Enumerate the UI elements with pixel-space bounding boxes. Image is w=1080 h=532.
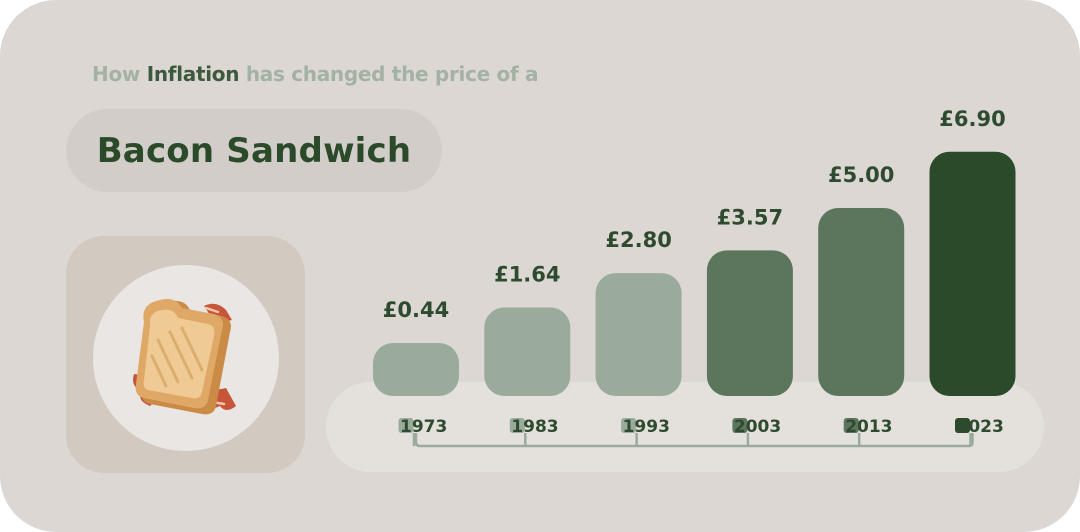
bar-1993 bbox=[595, 273, 682, 396]
year-marker-1973 bbox=[398, 418, 414, 433]
year-label-1993: 1993 bbox=[623, 417, 670, 437]
subtitle-emphasis: Inflation bbox=[146, 62, 240, 86]
bacon-sandwich-icon bbox=[93, 265, 279, 451]
subtitle-tail: has changed the price of a bbox=[239, 62, 539, 86]
value-label-1973: £0.44 bbox=[383, 298, 449, 322]
bar-2003 bbox=[706, 250, 793, 396]
food-tile bbox=[66, 236, 305, 473]
subtitle-lead: How bbox=[92, 62, 147, 86]
year-label-1983: 1983 bbox=[511, 417, 558, 437]
bar-2013 bbox=[818, 208, 905, 396]
year-label-2003: 2003 bbox=[734, 417, 781, 437]
bar-1983 bbox=[484, 307, 571, 396]
value-label-2013: £5.00 bbox=[828, 163, 894, 187]
year-marker-1993 bbox=[621, 418, 637, 433]
value-label-1993: £2.80 bbox=[605, 228, 671, 252]
year-label-2013: 2013 bbox=[845, 417, 892, 437]
title-pill: Bacon Sandwich bbox=[66, 109, 442, 192]
year-label-2023: 2023 bbox=[957, 417, 1004, 437]
bar-1973 bbox=[373, 342, 459, 396]
subtitle: How Inflation has changed the price of a bbox=[92, 62, 539, 86]
year-label-1973: 1973 bbox=[400, 417, 447, 437]
value-label-2023: £6.90 bbox=[939, 107, 1005, 131]
year-marker-2023 bbox=[955, 418, 970, 433]
axis-panel bbox=[326, 382, 1044, 472]
value-label-2003: £3.57 bbox=[717, 205, 783, 229]
year-marker-2003 bbox=[732, 418, 748, 433]
page-title: Bacon Sandwich bbox=[96, 130, 412, 171]
year-marker-1983 bbox=[509, 418, 525, 433]
year-marker-2013 bbox=[843, 418, 859, 433]
bar-2023 bbox=[929, 151, 1016, 396]
axis-connector bbox=[414, 433, 974, 448]
value-label-1983: £1.64 bbox=[494, 262, 560, 286]
